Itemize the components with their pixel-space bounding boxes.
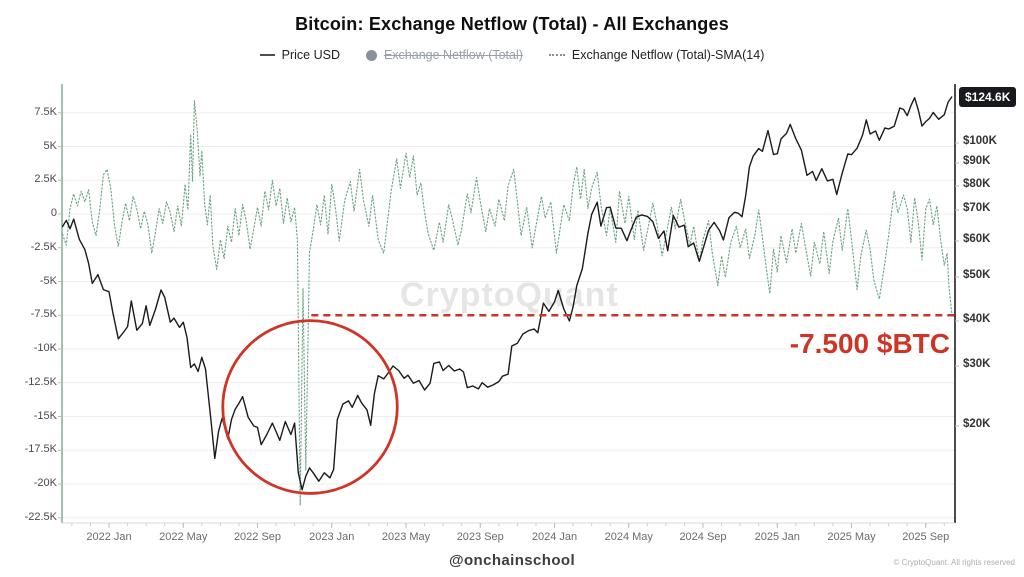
x-axis-tick-label: 2024 Sep bbox=[679, 531, 727, 543]
copyright-note: © CryptoQuant. All rights reserved bbox=[893, 558, 1016, 567]
left-axis-tick-label: -7.5K bbox=[30, 308, 57, 321]
cryptoquant-watermark: CryptoQuant bbox=[400, 276, 619, 314]
left-axis-tick-label: -2.5K bbox=[30, 240, 57, 253]
right-axis-tick-label: $90K bbox=[963, 155, 991, 167]
x-axis-tick-label: 2023 Sep bbox=[456, 531, 504, 543]
netflow-sma-line bbox=[62, 100, 953, 507]
legend-price-label: Price USD bbox=[281, 48, 340, 62]
legend-item-price-usd[interactable]: Price USD bbox=[259, 48, 340, 62]
right-axis-tick-label: $60K bbox=[963, 233, 991, 245]
x-axis-tick-label: 2024 Jan bbox=[531, 531, 578, 543]
left-axis-tick-label: -5K bbox=[39, 274, 57, 287]
x-axis-tick-label: 2023 May bbox=[381, 531, 431, 543]
x-axis-tick-label: 2022 Sep bbox=[233, 531, 282, 543]
last-price-badge: $124.6K bbox=[959, 87, 1017, 107]
highlight-circle bbox=[221, 319, 399, 495]
author-handle: @onchainschool bbox=[448, 552, 576, 569]
left-axis-tick-label: 2.5K bbox=[34, 173, 57, 186]
left-axis-tick-label: -22.5K bbox=[24, 510, 57, 523]
legend-item-netflow-sma[interactable]: Exchange Netflow (Total)-SMA(14) bbox=[548, 48, 765, 62]
left-axis-tick-label: -12.5K bbox=[24, 375, 57, 388]
left-axis-tick-label: 7.5K bbox=[34, 105, 57, 118]
right-axis-tick-label: $20K bbox=[963, 418, 991, 430]
legend-sma-label: Exchange Netflow (Total)-SMA(14) bbox=[571, 48, 765, 62]
price-line bbox=[61, 96, 953, 491]
left-axis-tick-label: -10K bbox=[33, 342, 57, 354]
x-axis-tick-label: 2025 May bbox=[827, 531, 876, 543]
right-axis-tick-label: $70K bbox=[963, 202, 991, 214]
left-axis-tick-label: 0 bbox=[50, 207, 57, 219]
right-axis-tick-label: $100K bbox=[963, 135, 997, 147]
legend-item-exchange-netflow[interactable]: Exchange Netflow (Total) bbox=[365, 48, 523, 62]
left-axis-tick-label: -17.5K bbox=[24, 443, 57, 456]
left-axis-tick-label: 5K bbox=[43, 139, 57, 152]
price-line-marker-icon bbox=[259, 54, 275, 56]
legend: Price USD Exchange Netflow (Total) Excha… bbox=[0, 48, 1024, 62]
sma-dotted-marker-icon bbox=[548, 54, 565, 56]
x-axis-tick-label: 2022 May bbox=[159, 531, 208, 543]
right-axis-tick-label: $30K bbox=[963, 358, 991, 370]
x-axis-tick-label: 2023 Jan bbox=[309, 531, 355, 543]
right-axis-tick-label: $80K bbox=[963, 178, 991, 190]
netflow-circle-marker-icon bbox=[365, 49, 377, 61]
x-axis-tick-label: 2025 Sep bbox=[902, 531, 950, 543]
left-axis-tick-label: -20K bbox=[33, 477, 57, 489]
page-title: Bitcoin: Exchange Netflow (Total) - All … bbox=[295, 14, 729, 34]
netflow-annotation-label: -7.500 $BTC bbox=[789, 328, 950, 359]
right-axis-tick-label: $40K bbox=[963, 313, 991, 325]
right-axis-tick-label: $50K bbox=[963, 269, 991, 281]
legend-netflow-label: Exchange Netflow (Total) bbox=[383, 48, 523, 62]
x-axis-tick-label: 2024 May bbox=[604, 531, 653, 543]
x-axis-tick-label: 2025 Jan bbox=[754, 531, 800, 543]
left-axis-tick-label: -15K bbox=[33, 409, 57, 422]
x-axis-tick-label: 2022 Jan bbox=[86, 531, 132, 543]
